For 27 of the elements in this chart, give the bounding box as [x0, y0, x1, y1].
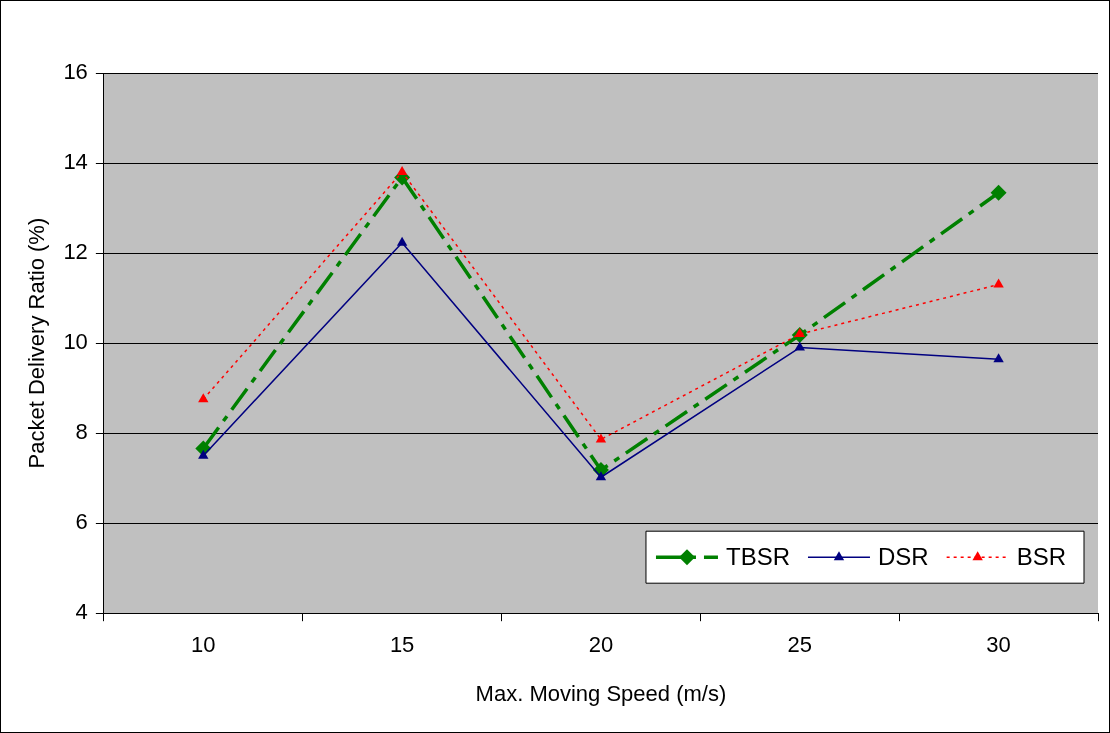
point [595, 471, 607, 481]
point [794, 341, 805, 351]
point [198, 393, 209, 403]
legend-label: TBSR [725, 542, 790, 570]
y-axis-title: Packet Delivery Ratio (%) [24, 217, 50, 469]
y-tick-label: 14 [63, 149, 88, 175]
legend-label: DSR [877, 542, 929, 570]
y-tick-label: 12 [63, 239, 88, 265]
x-tick-label: 20 [588, 632, 614, 658]
y-tick-label: 8 [75, 419, 88, 445]
point [595, 433, 607, 443]
x-tick-label: 15 [389, 632, 415, 658]
x-axis-title: Max. Moving Speed (m/s) [475, 680, 727, 706]
y-tick-label: 6 [75, 509, 88, 535]
point [396, 166, 408, 176]
point [396, 236, 408, 246]
y-tick-label: 16 [63, 59, 88, 85]
point [993, 353, 1004, 363]
point [993, 278, 1004, 288]
point [198, 449, 209, 459]
y-tick-label: 4 [75, 599, 88, 625]
point [990, 184, 1007, 201]
legend-label: BSR [1016, 542, 1067, 570]
y-tick-label: 10 [63, 329, 88, 355]
x-tick-label: 25 [787, 632, 812, 658]
x-tick-label: 10 [191, 632, 216, 658]
x-tick-label: 30 [986, 632, 1011, 658]
